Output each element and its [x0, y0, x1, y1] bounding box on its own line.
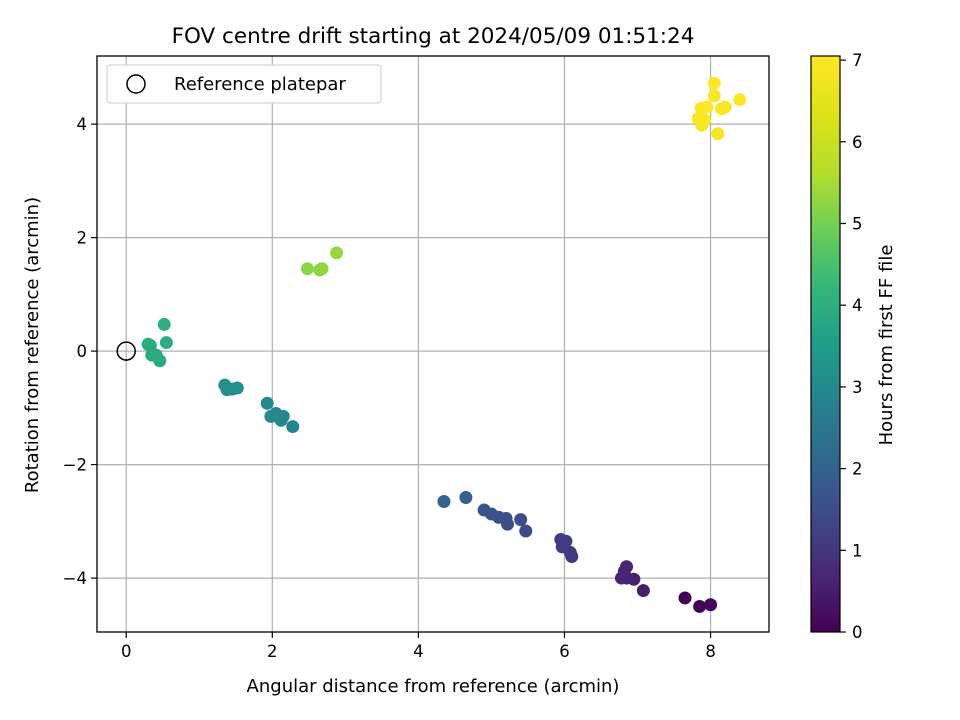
data-point: [514, 513, 528, 527]
data-point: [700, 100, 714, 114]
y-tick-label: −4: [63, 569, 87, 588]
colorbar-tick-label: 4: [852, 296, 863, 315]
y-tick-label: −2: [63, 456, 87, 475]
legend: Reference platepar: [106, 64, 382, 104]
data-point: [300, 262, 314, 276]
y-tick-label: 0: [77, 342, 88, 361]
data-point: [707, 89, 721, 103]
data-point: [733, 93, 747, 107]
data-point: [477, 503, 491, 517]
legend-marker-icon: [126, 74, 146, 94]
data-point: [617, 564, 631, 578]
x-tick-label: 6: [559, 642, 570, 661]
reference-platepar-marker: [116, 341, 136, 361]
data-point: [636, 584, 650, 598]
y-axis-label: Rotation from reference (arcmin): [22, 197, 43, 493]
colorbar-tick-label: 3: [852, 378, 863, 397]
colorbar-tick-label: 5: [852, 214, 863, 233]
data-point: [141, 337, 155, 351]
x-axis-ticks: 0 2 4 6 8: [121, 632, 716, 661]
data-point: [678, 591, 692, 605]
colorbar-tick-label: 6: [852, 133, 863, 152]
y-axis-ticks: −4 −2 0 2 4: [63, 115, 97, 588]
data-point: [711, 127, 725, 141]
data-point: [286, 420, 300, 434]
data-point: [437, 494, 451, 508]
data-point: [698, 113, 712, 127]
y-tick-label: 4: [77, 115, 88, 134]
data-points: [141, 76, 747, 613]
plot-frame: [96, 55, 770, 633]
x-tick-label: 2: [267, 642, 278, 661]
data-point: [459, 491, 473, 505]
data-point: [707, 76, 721, 90]
colorbar-tick-label: 0: [852, 623, 863, 642]
data-point: [704, 598, 718, 612]
chart-title: FOV centre drift starting at 2024/05/09 …: [172, 24, 695, 49]
x-tick-label: 8: [705, 642, 716, 661]
data-point: [693, 599, 707, 613]
x-axis-label: Angular distance from reference (arcmin): [247, 676, 620, 697]
colorbar-tick-label: 1: [852, 541, 863, 560]
grid-lines: [97, 56, 769, 632]
data-point: [145, 348, 159, 362]
data-point: [330, 246, 344, 260]
data-point: [157, 317, 171, 331]
data-point: [315, 262, 329, 276]
data-point: [718, 100, 732, 114]
data-point: [260, 396, 274, 410]
colorbar-label: Hours from first FF file: [876, 245, 897, 446]
x-tick-label: 4: [413, 642, 424, 661]
data-point: [264, 409, 278, 423]
colorbar-tick-label: 2: [852, 460, 863, 479]
y-tick-label: 2: [77, 229, 88, 248]
colorbar: [810, 55, 841, 633]
legend-box: [106, 64, 382, 104]
data-point: [519, 524, 533, 538]
colorbar-tick-label: 7: [852, 51, 863, 70]
colorbar-ticks: 0 1 2 3 4 5 6 7: [840, 51, 863, 642]
legend-label: Reference platepar: [174, 74, 346, 95]
data-point: [218, 378, 232, 392]
x-tick-label: 0: [121, 642, 132, 661]
data-point: [554, 532, 568, 546]
data-point: [159, 336, 173, 350]
